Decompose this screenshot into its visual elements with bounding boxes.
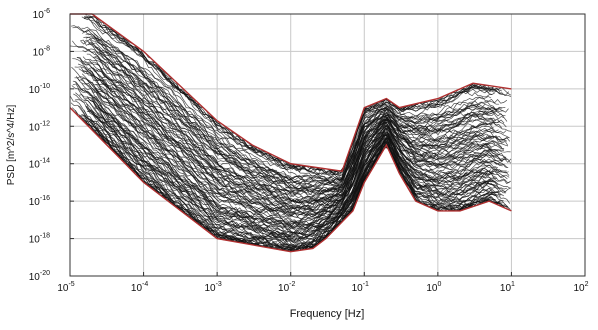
upper-envelope-line [70,13,512,172]
psd-trace [81,117,504,251]
psd-trace [89,58,510,203]
psd-trace [81,26,492,181]
psd-trace [98,132,509,252]
psd-trace [82,70,500,216]
psd-trace [96,63,508,206]
y-tick-label: 10-8 [33,45,50,58]
plot-frame [69,13,586,277]
x-tick-label: 10-5 [57,281,74,294]
psd-trace [81,73,508,217]
y-tick-label: 10-12 [29,120,50,133]
y-tick-label: 10-6 [33,8,50,21]
psd-trace [72,26,500,181]
psd-trace [74,77,503,225]
psd-trace [71,85,508,231]
psd-trace [77,57,511,205]
psd-trace [93,97,504,228]
x-tick-label: 100 [426,281,441,294]
y-axis-label: PSD [m^2/s^4/Hz] [6,105,17,186]
x-tick-label: 102 [573,281,588,294]
psd-trace [75,76,508,220]
psd-trace [92,56,495,204]
psd-trace [88,43,500,194]
psd-trace [77,76,503,224]
y-tick-label: 10-20 [29,270,50,283]
x-tick-label: 101 [500,281,515,294]
psd-trace [81,66,496,212]
psd-trace [96,116,506,241]
psd-trace [70,25,508,182]
psd-trace [72,58,505,210]
psd-trace [69,95,499,248]
psd-trace [97,106,496,236]
psd-trace [86,105,499,239]
x-tick-label: 10-1 [352,281,369,294]
psd-trace [86,111,507,244]
x-tick-label: 10-3 [204,281,221,294]
psd-trace [98,78,503,212]
x-tick-label: 10-2 [278,281,295,294]
psd-trace [94,86,509,224]
x-tick-label: 10-4 [131,281,148,294]
lower-envelope-line [69,107,512,253]
y-tick-label: 10-16 [29,195,50,208]
y-tick-label: 10-18 [29,233,50,246]
psd-trace [90,37,504,187]
psd-trace [82,48,503,197]
psd-trace [71,66,512,216]
envelope-layer [69,13,512,253]
y-tick-label: 10-10 [29,83,50,96]
psd-trace [98,47,506,189]
y-tick-label: 10-14 [29,158,50,171]
psd-trace [73,93,512,239]
psd-trace [83,15,501,175]
psd-trace [82,56,494,202]
x-axis-label: Frequency [Hz] [290,308,365,320]
psd-trace [88,18,512,179]
trace-layer [69,13,512,253]
psd-trace [94,55,507,200]
psd-trace [83,36,499,188]
psd-trace [75,92,510,235]
tick-layer: 10-5 10-4 10-3 10-2 10-1 100 101 102 10-6 10-8 10-… [29,8,589,294]
